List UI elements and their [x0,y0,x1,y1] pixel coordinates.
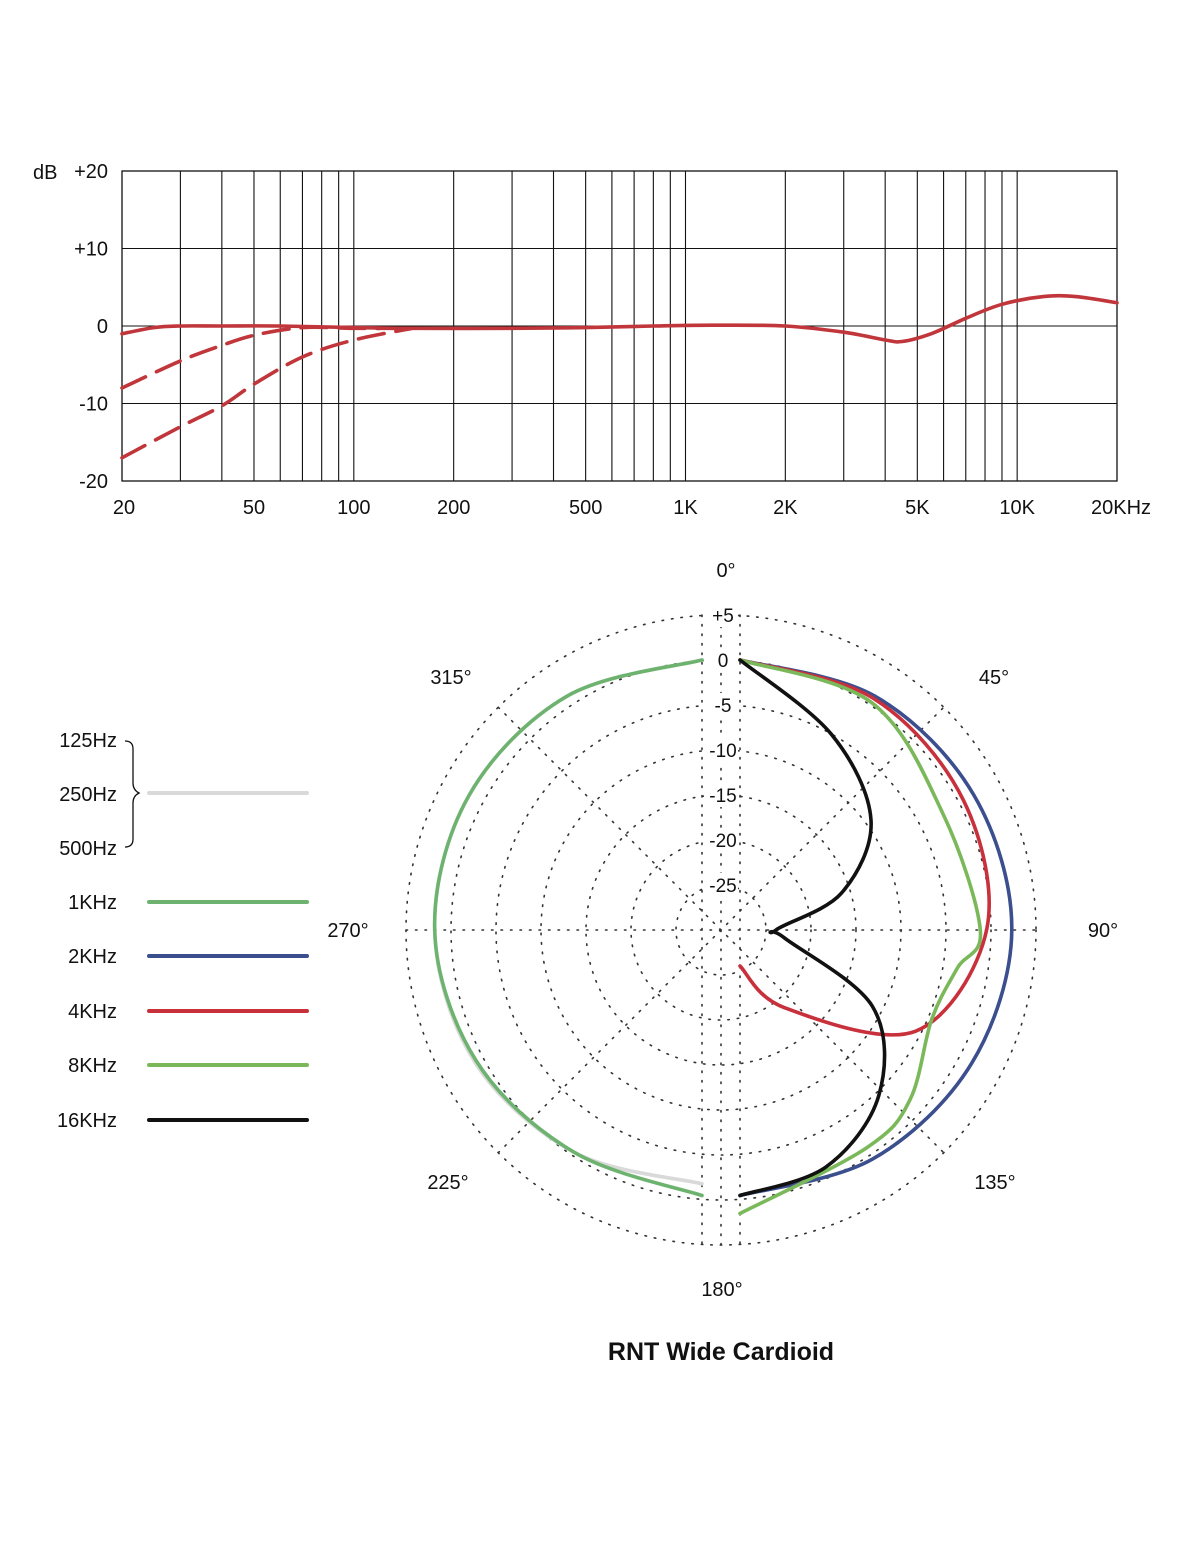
polar-angle-label: 315° [430,667,471,689]
fr-x-tick-label: 50 [243,497,265,519]
legend-item-label: 16KHz [57,1110,117,1132]
polar-angle-label: 225° [427,1172,468,1194]
polar-curve-1khz [432,658,704,1198]
fr-x-tick-label: 20KHz [1091,497,1151,519]
fr-y-unit-label: dB [33,162,57,184]
polar-labels: +5 0 -5 -10 -15 -20 -25 0° 45° 90° 135° 180° 225° 270… [327,560,1118,1301]
fr-y-tick-label: 0 [97,316,108,338]
legend-item-label: 4KHz [68,1001,117,1023]
polar-ring-label: 0 [718,651,729,672]
fr-x-tick-label: 20 [113,497,135,519]
polar-ring-label-bg [704,603,738,627]
polar-angle-label: 180° [701,1279,742,1301]
polar-ring-label: +5 [712,606,734,627]
polar-ring-label-bg [704,828,738,852]
legend-group-label: 500Hz [59,838,117,860]
fr-x-tick-label: 10K [999,497,1035,519]
polar-ring-label-bg [704,783,738,807]
polar-ring-label: -5 [715,696,732,717]
polar-angle-label: 0° [716,560,735,582]
legend-item-label: 8KHz [68,1055,117,1077]
fr-y-tick-label: -20 [79,471,108,493]
polar-ring [495,704,947,1156]
polar-ring-label-bg [704,648,738,672]
fr-x-tick-label: 2K [773,497,798,519]
polar-grid [405,614,1037,1246]
fr-x-tick-label: 200 [437,497,470,519]
polar-angle-label: 135° [974,1172,1015,1194]
fr-rolloff-curve-1 [120,325,414,390]
polar-ring-label-bg [704,873,738,897]
fr-x-tick-label: 100 [337,497,370,519]
polar-ring [450,659,992,1201]
legend-group-label: 125Hz [59,730,117,752]
legend-brace [124,740,141,848]
fr-response-curve [120,293,1119,344]
polar-ring-label-bg [704,693,738,717]
fr-rolloff-curve-2 [120,326,414,460]
polar-chart: +5 0 -5 -10 -15 -20 -25 0° 45° 90° 135° 180° 225° 270… [327,560,1118,1366]
polar-curve-4khz [738,658,991,1037]
polar-ring-label: -20 [709,831,736,852]
polar-curve-2khz [738,658,1014,1198]
polar-ring [675,884,767,976]
polar-curves [432,658,1014,1216]
polar-curve-8khz [738,658,983,1216]
polar-ring-label-bg [704,738,738,762]
fr-y-tick-label: +10 [74,239,108,261]
polar-curve-125hz-250hz-500hz [432,658,704,1186]
polar-ring-label: -15 [709,786,736,807]
polar-angle-label: 45° [979,667,1009,689]
polar-chart-title: RNT Wide Cardioid [608,1338,834,1366]
fr-y-tick-label: -10 [79,394,108,416]
fr-x-tick-label: 5K [905,497,930,519]
legend-group-label: 250Hz [59,784,117,806]
polar-ring-label: -10 [709,741,736,762]
fr-curves [120,293,1119,460]
fr-x-tick-label: 1K [673,497,698,519]
polar-ring-label: -25 [709,876,736,897]
polar-legend: 125Hz 250Hz 500Hz 1KHz 2KHz 4KHz 8KHz 16KHz [57,730,309,1132]
legend-item-label: 2KHz [68,946,117,968]
fr-y-tick-label: +20 [74,161,108,183]
fr-x-tick-label: 500 [569,497,602,519]
polar-spoke [497,706,945,1154]
polar-ring [630,839,812,1021]
legend-item-label: 1KHz [68,892,117,914]
polar-angle-label: 90° [1088,920,1118,942]
polar-curve-16khz [738,658,887,1198]
polar-angle-label: 270° [327,920,368,942]
